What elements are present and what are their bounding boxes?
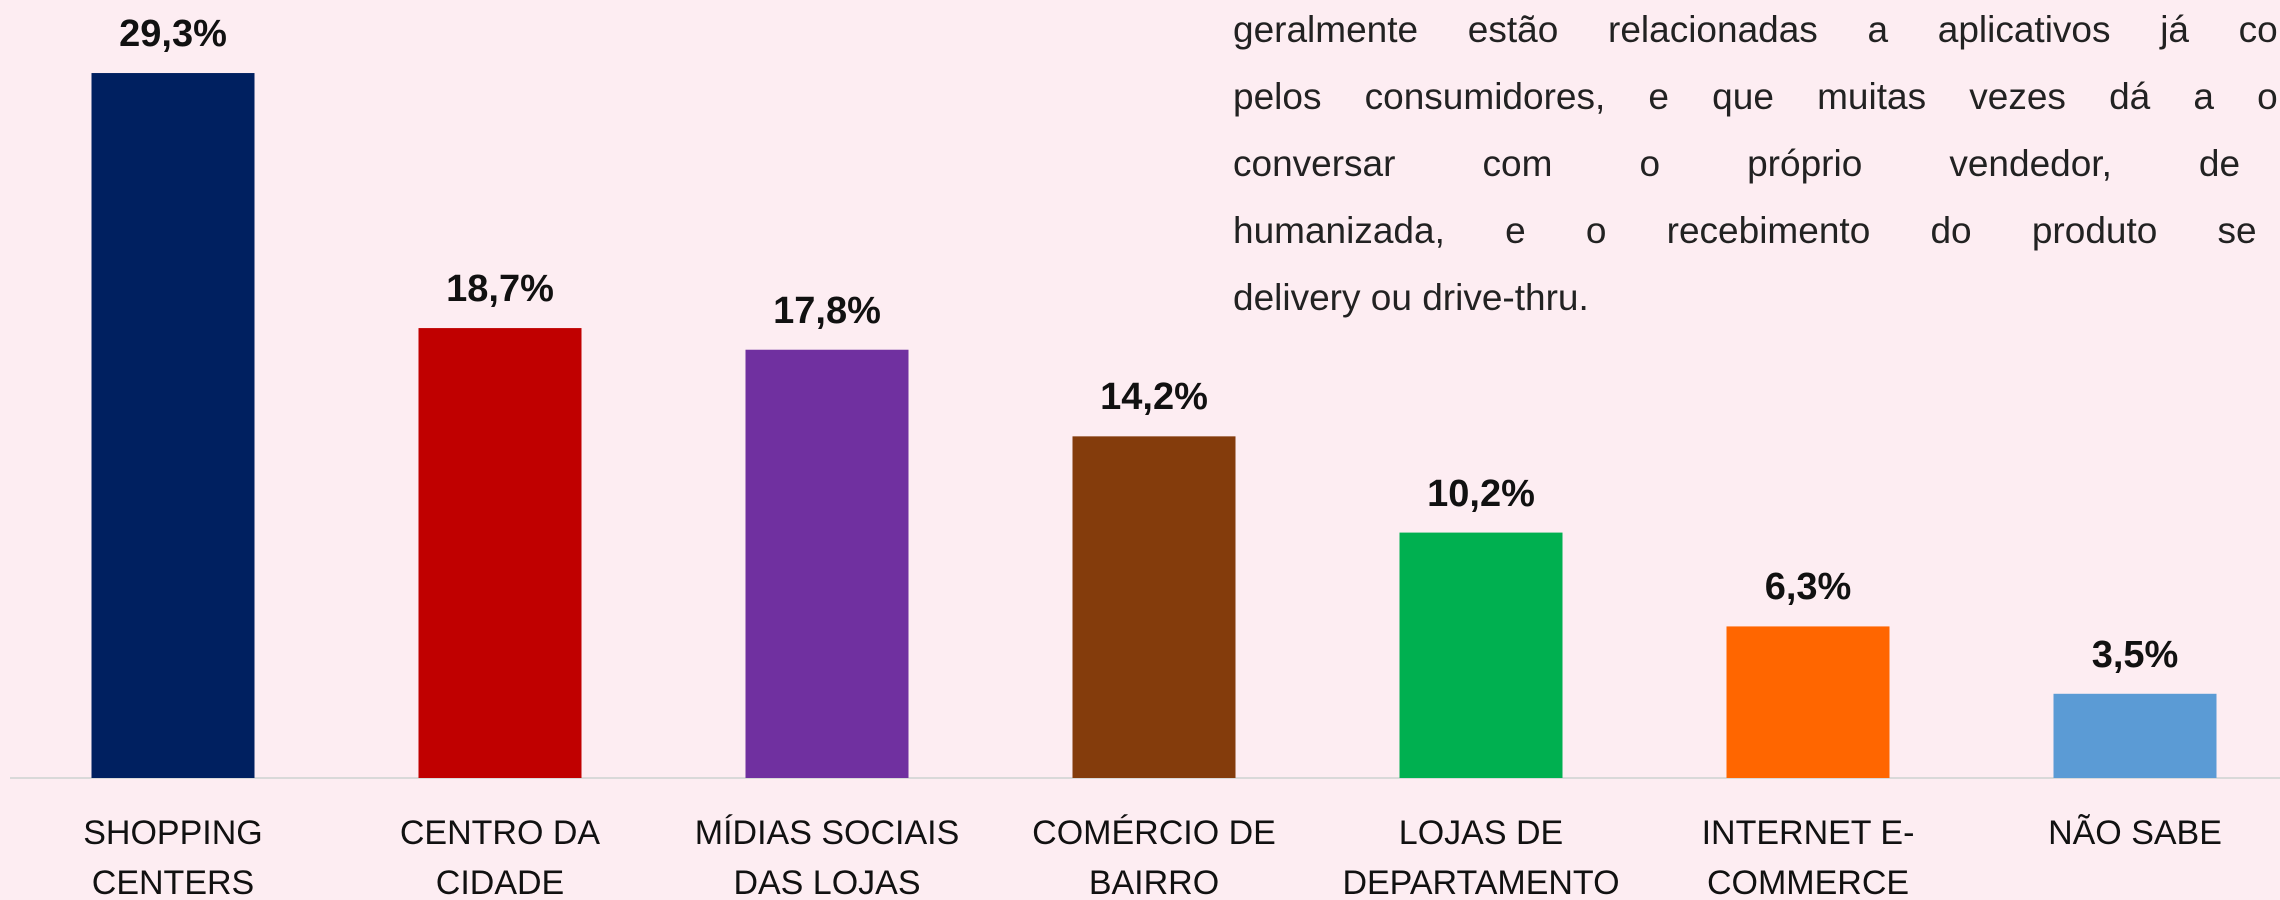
bar bbox=[1399, 532, 1563, 778]
value-label: 6,3% bbox=[1764, 566, 1852, 609]
category-line: CENTERS bbox=[91, 864, 255, 900]
category-line: SHOPPING bbox=[83, 814, 263, 852]
category-label: LOJAS DE DEPARTAMENTO bbox=[1301, 808, 1661, 900]
category-label: CENTRO DA CIDADE bbox=[320, 808, 680, 900]
category-line: DEPARTAMENTO bbox=[1342, 864, 1620, 900]
paragraph-line: conversar com o próprio vendedor, de fo bbox=[1233, 143, 2280, 184]
bar bbox=[418, 328, 582, 778]
category-label: NÃO SABE bbox=[1955, 808, 2280, 858]
category-label: INTERNET E- COMMERCE bbox=[1628, 808, 1988, 900]
category-label: COMÉRCIO DE BAIRRO bbox=[974, 808, 1334, 900]
bar bbox=[1726, 626, 1890, 778]
value-label: 10,2% bbox=[1427, 472, 1535, 515]
category-line: DAS LOJAS bbox=[733, 864, 921, 900]
category-label: SHOPPING CENTERS bbox=[0, 808, 353, 900]
category-line: CIDADE bbox=[435, 864, 565, 900]
category-line: BAIRRO bbox=[1088, 864, 1220, 900]
bar bbox=[1072, 436, 1236, 778]
bar bbox=[91, 73, 255, 779]
paragraph-line: pelos consumidores, e que muitas vezes d… bbox=[1233, 76, 2280, 117]
category-line: CENTRO DA bbox=[399, 814, 601, 852]
paragraph-line: humanizada, e o recebimento do produto s… bbox=[1233, 210, 2280, 251]
category-line: COMÉRCIO DE bbox=[1032, 814, 1276, 852]
category-line: LOJAS DE bbox=[1398, 814, 1564, 852]
category-label: MÍDIAS SOCIAIS DAS LOJAS bbox=[647, 808, 1007, 900]
paragraph-line: delivery ou drive-thru. bbox=[1233, 277, 1589, 318]
value-label: 17,8% bbox=[773, 289, 881, 332]
value-label: 14,2% bbox=[1100, 376, 1208, 419]
value-label: 3,5% bbox=[2091, 633, 2179, 676]
paragraph-line: geralmente estão relacionadas a aplicati… bbox=[1233, 9, 2280, 50]
bar bbox=[745, 349, 909, 778]
category-line: COMMERCE bbox=[1706, 864, 1910, 900]
bar bbox=[2053, 693, 2217, 778]
paragraph: geralmente estão relacionadas a aplicati… bbox=[1233, 0, 2280, 335]
category-line: MÍDIAS SOCIAIS bbox=[694, 814, 960, 852]
value-label: 18,7% bbox=[446, 268, 554, 311]
value-label: 29,3% bbox=[119, 13, 227, 56]
category-line: NÃO SABE bbox=[2048, 814, 2222, 852]
category-line: INTERNET E- bbox=[1701, 814, 1915, 852]
